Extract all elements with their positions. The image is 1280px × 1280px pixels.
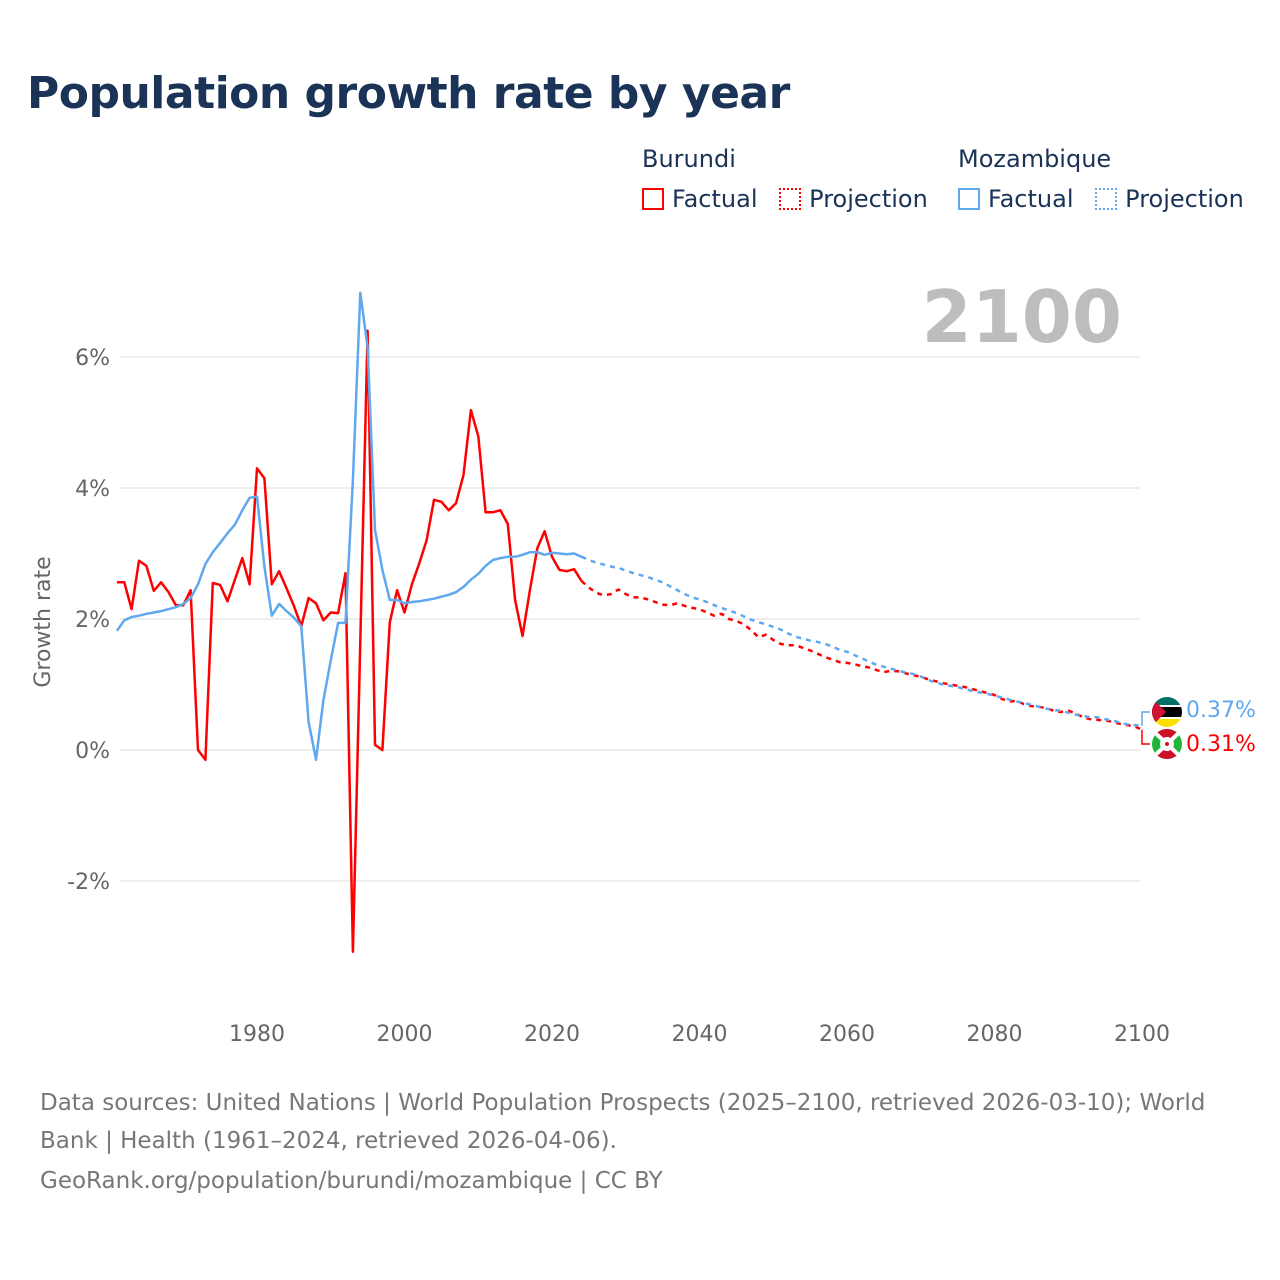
x-tick-label: 2060 — [819, 1022, 875, 1047]
y-tick-label: 0% — [75, 739, 110, 764]
footer-sources-line1: Data sources: United Nations | World Pop… — [40, 1090, 1206, 1116]
x-tick-label: 1980 — [229, 1022, 285, 1047]
x-tick-label: 2000 — [377, 1022, 433, 1047]
y-tick-label: 2% — [75, 608, 110, 633]
end-label-mozambique: 0.37% — [1186, 698, 1256, 723]
series-line-burundi-projection — [580, 580, 1143, 731]
legend-burundi-projection[interactable]: Projection — [779, 185, 928, 213]
legend-label: Factual — [672, 185, 758, 213]
end-connector-burundi — [1141, 729, 1150, 745]
legend-swatch-solid — [642, 188, 664, 210]
legend-burundi-factual[interactable]: Factual — [642, 185, 758, 213]
flag-stripe — [1152, 705, 1182, 707]
legend-burundi: Burundi Factual Projection — [642, 145, 942, 216]
legend-group-label: Mozambique — [958, 145, 1112, 173]
flag-star — [1165, 742, 1169, 746]
y-axis-title: Growth rate — [31, 556, 56, 687]
flag-body — [1152, 729, 1182, 759]
flag-stripe — [1152, 697, 1182, 707]
x-tick-label: 2100 — [1114, 1022, 1170, 1047]
end-connector-mozambique — [1141, 711, 1150, 726]
series-line-burundi-factual — [116, 329, 583, 953]
legend-mozambique-factual[interactable]: Factual — [958, 185, 1074, 213]
flag-stripe — [1152, 717, 1182, 727]
current-year-label: 2100 — [921, 275, 1122, 359]
legend-swatch-dotted — [779, 188, 802, 210]
mozambique-flag-icon — [1152, 697, 1182, 727]
end-label-burundi: 0.31% — [1186, 732, 1256, 757]
flag-red — [1152, 729, 1182, 744]
x-tick-label: 2040 — [672, 1022, 728, 1047]
series-line-mozambique-projection — [581, 555, 1143, 728]
x-tick-label: 2020 — [524, 1022, 580, 1047]
series-line-mozambique-factual — [115, 291, 583, 762]
y-tick-label: 4% — [75, 477, 110, 502]
legend-label: Projection — [1125, 185, 1244, 213]
flag-stripe — [1152, 707, 1182, 717]
footer-sources-line2: Bank | Health (1961–2024, retrieved 2026… — [40, 1128, 617, 1154]
y-tick-label: -2% — [67, 870, 110, 895]
flag-body — [1152, 697, 1182, 727]
chart-title: Population growth rate by year — [27, 68, 790, 119]
legend-mozambique: Mozambique Factual Projection — [958, 145, 1244, 216]
flag-red — [1152, 744, 1182, 759]
legend-swatch-solid — [958, 188, 980, 210]
burundi-flag-icon — [1152, 729, 1182, 759]
flag-stripe — [1152, 717, 1182, 719]
footer-attribution[interactable]: GeoRank.org/population/burundi/mozambiqu… — [40, 1168, 663, 1194]
legend-label: Factual — [988, 185, 1074, 213]
legend-swatch-dotted — [1095, 188, 1118, 210]
y-tick-label: 6% — [75, 346, 110, 371]
x-tick-label: 2080 — [967, 1022, 1023, 1047]
legend-group-label: Burundi — [642, 145, 736, 173]
legend-label: Projection — [809, 185, 928, 213]
legend-mozambique-projection[interactable]: Projection — [1095, 185, 1244, 213]
